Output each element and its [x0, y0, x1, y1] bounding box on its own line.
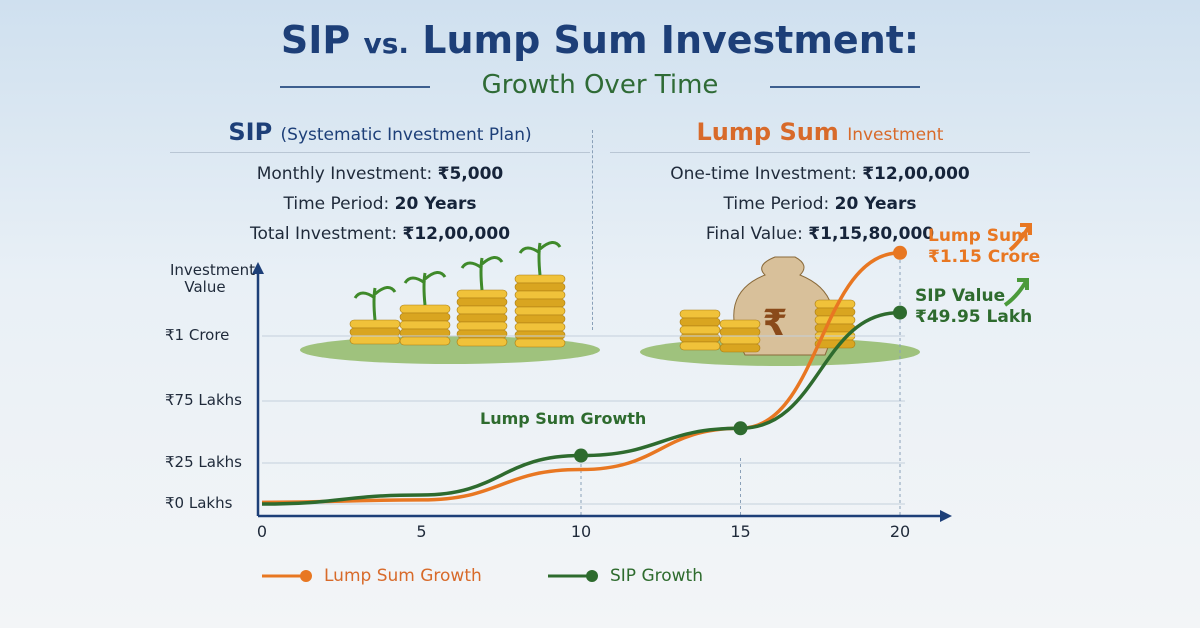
lump-end-annotation: Lump Sum ₹1.15 Crore	[928, 226, 1041, 267]
coin	[679, 325, 721, 335]
sprout-icon	[518, 241, 562, 276]
coin	[514, 322, 566, 332]
x-tick-label: 10	[570, 522, 592, 541]
coin	[399, 304, 451, 314]
coin	[814, 315, 856, 325]
x-tick-label: 15	[730, 522, 751, 541]
sip-row: Time Period: 20 Years	[283, 194, 477, 214]
coin	[514, 330, 566, 340]
lump-row: Final Value: ₹1,15,80,000	[705, 224, 935, 244]
y-tick-label: ₹1 Crore	[165, 326, 230, 344]
y-axis-arrow-icon	[252, 262, 264, 274]
panel-divider	[592, 130, 593, 330]
data-point	[893, 245, 907, 260]
lump-row: One-time Investment: ₹12,00,000	[670, 164, 970, 184]
x-axis-arrow-icon	[940, 510, 952, 522]
coin	[514, 290, 566, 300]
title-vs: vs.	[363, 27, 410, 60]
divider	[280, 86, 430, 88]
lump-heading-note: Investment	[847, 125, 944, 145]
coin	[399, 312, 451, 322]
lump-row: Time Period: 20 Years	[723, 194, 917, 214]
sprout-icon	[403, 271, 447, 306]
sprout-icon	[460, 256, 504, 291]
coin	[349, 327, 401, 337]
coin	[679, 341, 721, 351]
series-line-lump-sum-growth	[261, 251, 901, 505]
mid-annotation: Lump Sum Growth	[480, 409, 647, 428]
coin	[719, 327, 761, 337]
sip-row: Total Investment: ₹12,00,000	[249, 224, 511, 244]
data-point	[574, 448, 588, 463]
coin	[456, 297, 508, 307]
coin	[719, 319, 761, 329]
series-line-sip-growth	[261, 310, 901, 506]
coin	[349, 335, 401, 345]
lump-panel: Lump Sum Investment One-time Investment:…	[610, 118, 1030, 249]
sip-heading: SIP	[228, 118, 273, 146]
y-tick-label: ₹75 Lakhs	[165, 391, 242, 409]
coin	[456, 329, 508, 339]
coins-illustration: ₹	[300, 241, 920, 366]
coin	[679, 333, 721, 343]
coin	[514, 338, 566, 348]
subtitle: Growth Over Time	[481, 70, 719, 100]
title-sip: SIP	[280, 18, 351, 62]
page-title: SIP vs. Lump Sum Investment:	[0, 18, 1200, 62]
coin	[514, 282, 566, 292]
sip-row: Monthly Investment: ₹5,000	[256, 164, 504, 184]
coin	[719, 343, 761, 353]
divider	[770, 86, 920, 88]
lump-heading: Lump Sum	[696, 118, 839, 146]
coin	[719, 335, 761, 345]
coin	[679, 309, 721, 319]
arrow-up-icon	[1003, 278, 1029, 307]
title-rest: Lump Sum Investment:	[422, 18, 920, 62]
coin	[514, 298, 566, 308]
x-tick-label: 20	[889, 522, 911, 541]
arrow-up-icon	[1008, 223, 1032, 252]
sip-panel: SIP (Systematic Investment Plan) Monthly…	[170, 118, 590, 249]
coin	[514, 314, 566, 324]
sprout-icon	[353, 286, 397, 321]
coin	[456, 305, 508, 315]
sip-end-annotation: SIP Value ₹49.95 Lakh	[915, 286, 1033, 327]
x-tick-label: 0	[256, 522, 268, 541]
data-point	[733, 421, 748, 436]
coin	[399, 320, 451, 330]
x-tick-label: 5	[416, 522, 427, 541]
coin	[349, 319, 401, 329]
coin	[399, 336, 451, 346]
data-point	[893, 305, 907, 320]
legend-sip: SIP Growth	[548, 566, 703, 586]
coin	[514, 306, 566, 316]
coin	[456, 337, 508, 347]
coin	[456, 313, 508, 323]
y-tick-label: ₹0 Lakhs	[165, 494, 233, 512]
rupee-icon: ₹	[762, 303, 787, 344]
coin	[679, 317, 721, 327]
coin	[814, 323, 856, 333]
y-axis-label: Investment Value	[170, 261, 255, 296]
coin	[456, 321, 508, 331]
coin	[456, 289, 508, 299]
sip-heading-note: (Systematic Investment Plan)	[280, 125, 532, 145]
y-tick-label: ₹25 Lakhs	[165, 453, 242, 471]
coin	[514, 274, 566, 284]
legend-lump: Lump Sum Growth	[262, 566, 482, 586]
